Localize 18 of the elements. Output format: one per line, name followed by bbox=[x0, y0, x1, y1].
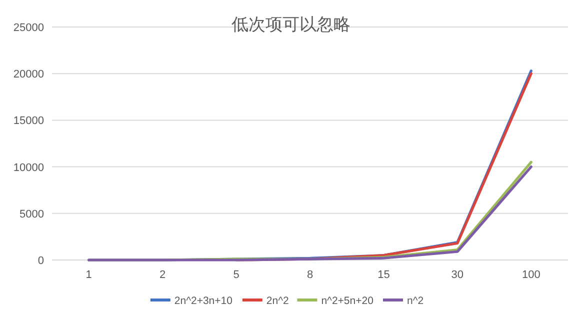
x-tick-label: 100 bbox=[522, 269, 540, 281]
y-tick-label: 5000 bbox=[20, 208, 44, 220]
chart-title: 低次项可以忽略 bbox=[232, 15, 350, 34]
x-tick-label: 30 bbox=[451, 269, 464, 281]
y-tick-label: 25000 bbox=[13, 22, 44, 34]
y-tick-label: 15000 bbox=[13, 115, 44, 128]
x-tick-label: 8 bbox=[306, 269, 314, 281]
x-tick-label: 15 bbox=[378, 269, 390, 281]
legend-label: 2n^2+3n+10 bbox=[174, 295, 233, 307]
legend-label: n^2+5n+20 bbox=[321, 295, 374, 307]
legend-label: n^2 bbox=[407, 295, 424, 307]
y-tick-label: 0 bbox=[38, 255, 44, 267]
x-tick-label: 5 bbox=[233, 269, 240, 281]
x-tick-label: 1 bbox=[86, 269, 92, 281]
x-tick-label: 2 bbox=[160, 269, 166, 281]
legend-label: 2n^2 bbox=[266, 295, 290, 307]
y-tick-label: 10000 bbox=[13, 162, 44, 174]
y-tick-label: 20000 bbox=[13, 68, 44, 81]
